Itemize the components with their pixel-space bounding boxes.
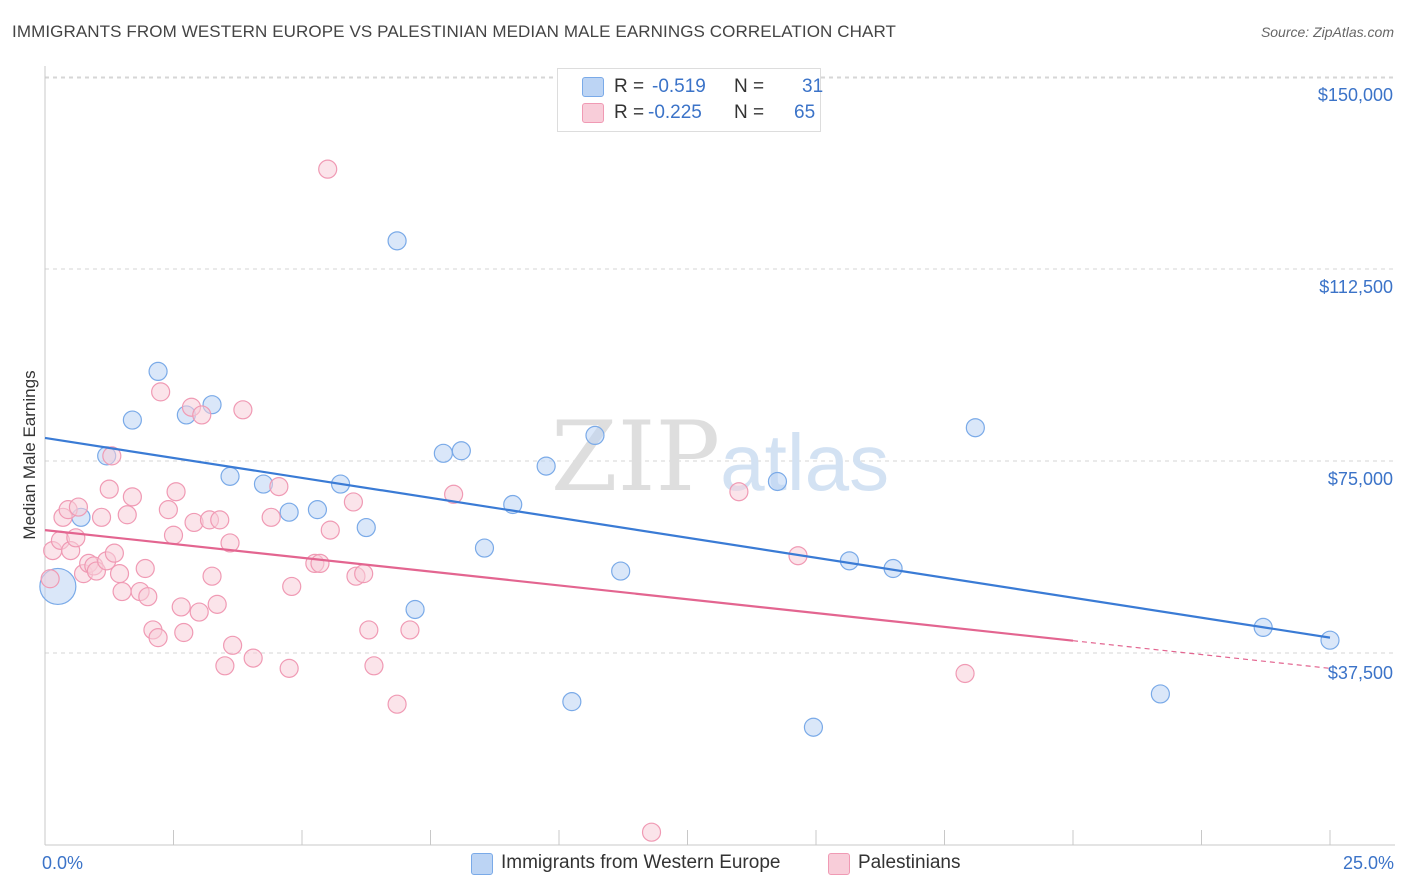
data-point-western-europe (611, 561, 631, 581)
data-point-palestinians (320, 520, 340, 540)
data-point-palestinians (102, 446, 122, 466)
data-point-western-europe (1320, 630, 1340, 650)
legend-r-label: R = (614, 76, 645, 97)
data-point-palestinians (202, 566, 222, 586)
data-point-palestinians (189, 602, 209, 622)
data-point-palestinians (117, 505, 137, 525)
legend-n-label: N = (734, 102, 765, 123)
bottom-legend-label-western-europe: Immigrants from Western Europe (501, 852, 781, 873)
data-point-western-europe (803, 717, 824, 737)
data-point-palestinians (135, 558, 155, 579)
data-point-western-europe (387, 231, 407, 251)
data-point-palestinians (354, 564, 374, 584)
data-point-palestinians (261, 507, 281, 527)
legend-n-label: N = (734, 76, 765, 97)
data-point-palestinians (282, 576, 302, 597)
bottom-legend-swatch-western-europe (471, 853, 493, 875)
data-point-western-europe (356, 517, 376, 538)
data-point-palestinians (109, 564, 130, 584)
data-point-palestinians (151, 382, 171, 402)
data-point-palestinians (66, 528, 86, 548)
data-point-western-europe (122, 410, 142, 430)
data-point-palestinians (243, 648, 263, 668)
data-point-palestinians (163, 525, 184, 545)
trend-line-dashed-palestinians (1072, 640, 1331, 669)
data-point-palestinians (343, 492, 363, 512)
data-point-western-europe (474, 538, 495, 558)
data-point-palestinians (207, 594, 227, 614)
data-point-palestinians (310, 553, 330, 574)
data-point-palestinians (192, 405, 212, 425)
chart-source: Source: ZipAtlas.com (1260, 24, 1394, 40)
data-point-western-europe (220, 466, 240, 486)
data-point-palestinians (148, 628, 168, 648)
data-point-palestinians (387, 694, 407, 714)
data-point-palestinians (99, 479, 119, 499)
data-point-palestinians (364, 656, 384, 676)
data-point-palestinians (40, 569, 60, 589)
data-point-western-europe (433, 443, 453, 463)
data-point-palestinians (729, 482, 749, 502)
bottom-legend-swatch-palestinians (828, 853, 850, 875)
data-point-western-europe (965, 418, 985, 438)
legend-r-value: -0.225 (648, 102, 702, 123)
legend-r-value: -0.519 (652, 76, 706, 97)
data-point-palestinians (279, 658, 299, 678)
data-point-palestinians (68, 497, 89, 517)
data-point-western-europe (1150, 684, 1170, 704)
data-point-palestinians (112, 581, 132, 602)
legend-swatch-western-europe (582, 77, 604, 97)
data-point-western-europe (562, 692, 582, 712)
watermark-zip: ZIP (551, 401, 720, 513)
data-point-palestinians (269, 477, 289, 497)
chart-title: IMMIGRANTS FROM WESTERN EUROPE VS PALEST… (12, 22, 897, 41)
data-point-palestinians (955, 663, 975, 684)
data-point-western-europe (148, 361, 168, 381)
legend-n-value: 65 (794, 102, 816, 123)
x-tick-label-min: 0.0% (42, 853, 84, 873)
y-tick-label: $75,000 (1328, 469, 1393, 489)
trend-line-palestinians (44, 529, 1074, 642)
y-tick-label: $112,500 (1319, 277, 1393, 297)
data-point-palestinians (138, 587, 158, 607)
data-point-palestinians (359, 620, 379, 640)
legend-r-label: R = (614, 102, 645, 123)
data-point-palestinians (641, 822, 662, 842)
data-point-palestinians (220, 533, 240, 553)
data-point-palestinians (318, 159, 338, 179)
data-point-palestinians (174, 622, 194, 643)
legend-n-value: 31 (802, 76, 824, 97)
data-point-western-europe (451, 441, 471, 461)
bottom-legend-label-palestinians: Palestinians (858, 852, 961, 873)
data-point-western-europe (405, 599, 425, 620)
data-point-palestinians (122, 487, 142, 507)
data-point-palestinians (91, 507, 112, 527)
data-point-palestinians (171, 597, 191, 617)
data-point-palestinians (210, 510, 230, 530)
data-point-palestinians (104, 543, 124, 563)
data-point-western-europe (307, 500, 328, 520)
data-point-western-europe (839, 551, 860, 571)
data-point-western-europe (536, 456, 556, 476)
y-tick-label: $37,500 (1328, 663, 1393, 683)
legend-swatch-palestinians (582, 103, 604, 123)
data-point-western-europe (767, 471, 788, 492)
data-point-palestinians (400, 620, 420, 640)
trend-line-western-europe (44, 436, 1331, 639)
data-point-palestinians (166, 482, 186, 502)
correlation-legend: R = -0.519 N = 31 R = -0.225 N = 65 (557, 68, 824, 132)
data-point-palestinians (233, 400, 253, 420)
y-tick-label: $150,000 (1318, 85, 1393, 105)
watermark: ZIPatlas (551, 401, 889, 513)
data-point-western-europe (279, 502, 299, 522)
data-point-western-europe (585, 425, 605, 445)
data-point-palestinians (215, 656, 235, 676)
x-tick-label-max: 25.0% (1342, 853, 1394, 873)
data-point-palestinians (158, 500, 178, 520)
data-point-palestinians (223, 635, 243, 655)
data-point-palestinians (444, 484, 464, 504)
